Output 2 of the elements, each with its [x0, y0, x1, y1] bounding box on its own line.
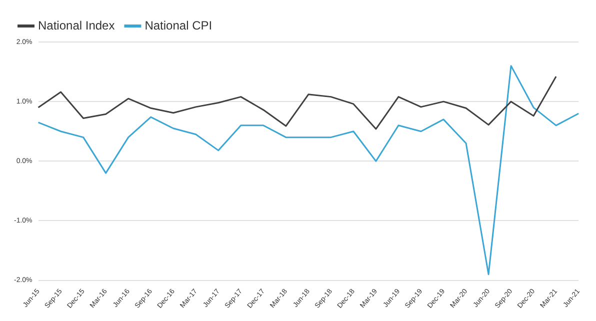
legend-label: National CPI	[144, 18, 212, 32]
legend-label: National Index	[38, 18, 115, 32]
